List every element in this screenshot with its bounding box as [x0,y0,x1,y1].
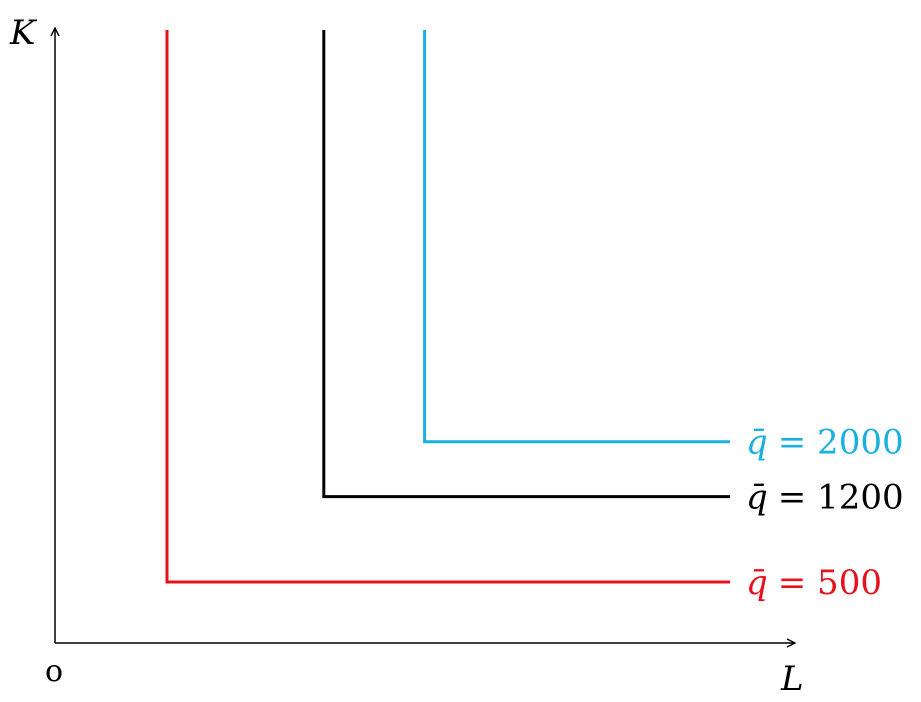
isoquant-label-0: q̄ = 500 [746,563,882,603]
y-axis-label: K [9,13,38,53]
x-axis-label: L [780,659,804,699]
origin-label: o [45,654,63,689]
isoquant-label-1: q̄ = 1200 [746,478,904,518]
isoquant-line-2 [423,30,730,444]
isoquant-label-value-0: = 500 [778,563,882,603]
isoquant-label-var-0: q̄ [746,563,768,603]
isoquant-label-value-1: = 1200 [778,478,904,518]
isoquant-line-1 [322,30,730,499]
isoquant-label-value-2: = 2000 [778,423,904,463]
isoquant-label-var-2: q̄ [746,423,768,463]
isoquant-label-var-1: q̄ [746,478,768,518]
isoquant-label-2: q̄ = 2000 [746,423,904,463]
isoquant-line-0 [165,30,730,584]
